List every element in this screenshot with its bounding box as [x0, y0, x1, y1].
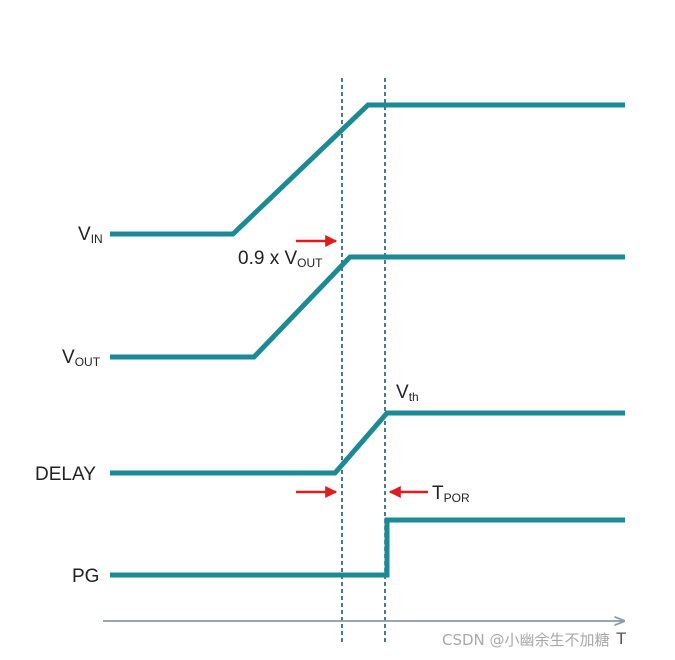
pg-label: PG — [72, 566, 99, 587]
time-axis-label: T — [616, 629, 626, 648]
vout-label: VOUT — [62, 347, 101, 369]
vin-label: VIN — [78, 224, 103, 246]
pg-waveform — [110, 517, 625, 578]
vth-label: Vth — [396, 382, 419, 404]
vin-waveform — [110, 102, 625, 237]
delay-label: DELAY — [35, 464, 96, 485]
vout-threshold-label: 0.9 x VOUT — [238, 248, 323, 270]
vout-waveform — [110, 254, 625, 360]
tpor-label: TPOR — [432, 483, 470, 505]
watermark-text: CSDN @小幽余生不加糖 — [442, 631, 610, 649]
delay-waveform — [110, 410, 625, 476]
